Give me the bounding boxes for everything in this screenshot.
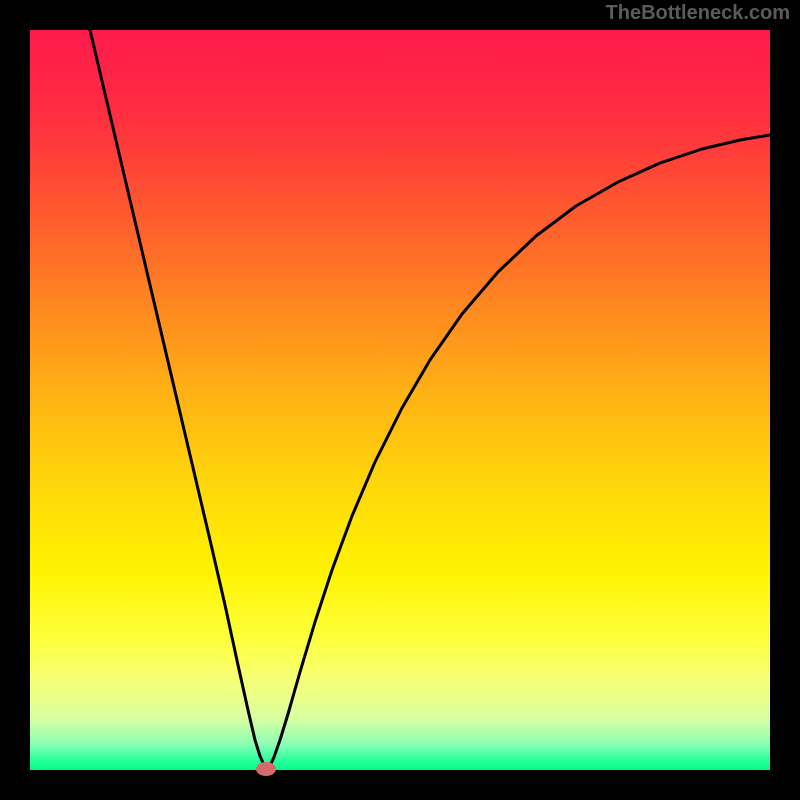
chart-container: TheBottleneck.com <box>0 0 800 800</box>
watermark-text: TheBottleneck.com <box>606 2 790 25</box>
curve-minimum-marker <box>256 762 276 776</box>
bottleneck-curve <box>30 30 770 770</box>
plot-area <box>30 30 770 770</box>
